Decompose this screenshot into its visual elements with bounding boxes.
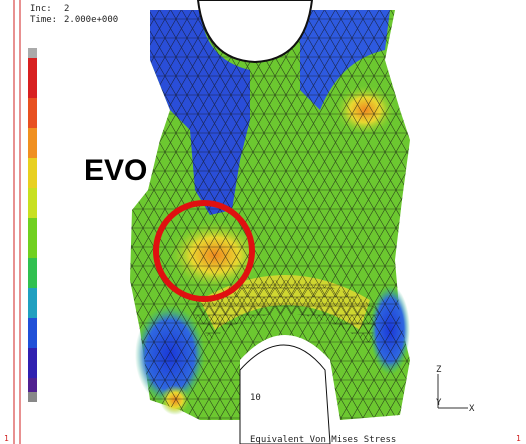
caption: Equivalent Von Mises Stress [250,435,396,444]
time-value: 2.000e+000 [64,15,118,25]
axis-x: X [469,404,475,414]
axis-z: Z [436,365,442,375]
axis-y: Y [436,398,442,408]
fem-mesh [130,0,410,444]
time-label: Time: [30,15,57,25]
color-legend [28,48,37,402]
corner-mark: 1 [4,434,9,443]
corner-mark: 1 [516,434,521,443]
inc-value: 2 [64,4,69,14]
inc-label: Inc: [30,4,52,14]
axes-triad [438,374,468,408]
partial-text: 10 [250,393,261,403]
annotation-label: EVO [84,154,147,187]
viewport: Inc: 2 Time: 2.000e+000 EVO Z Y X 10 Equ… [0,0,526,444]
